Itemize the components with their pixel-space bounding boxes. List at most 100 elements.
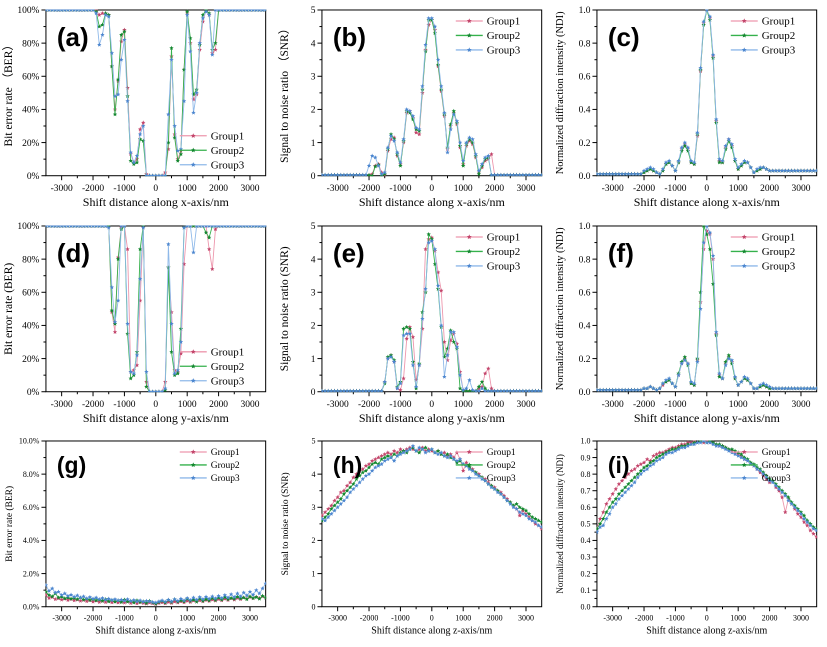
y-tick-label: 5 bbox=[310, 6, 315, 16]
axis-ticks bbox=[41, 440, 251, 612]
x-tick-label: 3000 bbox=[242, 614, 258, 623]
y-axis-label: Normalized diffraction intensity (NDI) bbox=[555, 454, 565, 594]
panel-letter: (c) bbox=[608, 22, 640, 52]
legend: Group1 Group2 Group3 bbox=[455, 16, 520, 57]
y-tick-label: 0.6 bbox=[581, 503, 591, 512]
plot-area bbox=[596, 9, 818, 177]
y-tick-label: 40% bbox=[22, 106, 39, 116]
y-tick-label: 0 bbox=[310, 388, 315, 398]
legend-entry-group1: Group1 bbox=[455, 231, 520, 243]
panel-letter: (g) bbox=[57, 452, 86, 478]
axis-ticks bbox=[41, 9, 251, 181]
legend-label: Group2 bbox=[762, 462, 791, 472]
legend-entry-group2: Group2 bbox=[455, 246, 520, 258]
y-tick-label: 0.6 bbox=[579, 73, 591, 83]
x-tick-label: 1000 bbox=[453, 400, 472, 410]
y-tick-label: 0.1 bbox=[581, 586, 591, 595]
x-tick-label: 1000 bbox=[455, 614, 471, 623]
y-axis-label: Bit error rate (BER) bbox=[4, 486, 15, 562]
plot-area bbox=[45, 9, 267, 177]
y-tick-label: 0.6 bbox=[579, 288, 591, 298]
x-axis-label: Shift distance along z-axis/nm bbox=[647, 626, 768, 637]
y-tick-label: 60% bbox=[22, 288, 39, 298]
y-tick-label: 5 bbox=[310, 222, 315, 232]
plot-area bbox=[596, 225, 818, 392]
y-tick-label: 2 bbox=[311, 536, 315, 545]
y-tick-label: 8.0% bbox=[23, 470, 40, 479]
y-tick-label: 40% bbox=[22, 321, 39, 331]
x-tick-label: 2000 bbox=[760, 184, 779, 194]
axis-ticks bbox=[592, 440, 802, 612]
y-tick-label: 80% bbox=[22, 255, 39, 265]
panel-f: -3000 -2000 -1000 0 1000 2000 3000 0.0 0.2 0.4 0.6… bbox=[551, 216, 827, 432]
x-tick-label: -3000 bbox=[326, 400, 348, 410]
y-tick-label: 2 bbox=[310, 106, 315, 116]
x-tick-label: -2000 bbox=[84, 614, 103, 623]
series-group bbox=[321, 231, 542, 392]
x-tick-label: 2000 bbox=[485, 184, 504, 194]
y-axis-label: Normalized diffraction intensity (NDI) bbox=[555, 11, 566, 174]
x-tick-label: 2000 bbox=[762, 614, 778, 623]
legend-entry-group1: Group1 bbox=[179, 131, 244, 143]
x-tick-label: 1000 bbox=[729, 400, 748, 410]
series-markers-group3 bbox=[45, 581, 267, 605]
x-tick-label: 1000 bbox=[729, 184, 748, 194]
legend-entry-group1: Group1 bbox=[731, 231, 796, 243]
chart-d: -3000 -2000 -1000 0 1000 2000 3000 0% 20% 40% 60% 8… bbox=[3, 222, 267, 425]
x-tick-label: 0 bbox=[153, 400, 158, 410]
x-tick-label: 0 bbox=[705, 400, 710, 410]
y-tick-label: 0.0 bbox=[581, 603, 591, 612]
series-markers-group3 bbox=[45, 9, 267, 177]
chart-b: -3000 -2000 -1000 0 1000 2000 3000 0 1 2 3 4 5 Shift … bbox=[278, 6, 542, 209]
series-group bbox=[596, 9, 818, 176]
legend-label: Group2 bbox=[211, 145, 245, 157]
y-axis-label: Bit error rate (BER) bbox=[3, 262, 15, 354]
y-tick-label: 2.0% bbox=[23, 570, 40, 579]
x-tick-label: -2000 bbox=[635, 614, 654, 623]
x-tick-label: 3000 bbox=[792, 184, 811, 194]
x-tick-label: 0 bbox=[429, 184, 434, 194]
chart-e: -3000 -2000 -1000 0 1000 2000 3000 0 1 2 3 4 5 Shift … bbox=[279, 222, 542, 425]
x-tick-label: -1000 bbox=[389, 184, 411, 194]
y-tick-label: 1 bbox=[310, 139, 315, 149]
y-tick-label: 4 bbox=[310, 39, 315, 49]
x-tick-label: -3000 bbox=[328, 614, 347, 623]
legend-label: Group1 bbox=[762, 449, 791, 459]
y-tick-label: 10.0% bbox=[19, 437, 40, 446]
legend-entry-group3: Group3 bbox=[179, 375, 245, 387]
y-tick-label: 4 bbox=[310, 255, 315, 265]
legend-label: Group3 bbox=[762, 45, 796, 57]
plot-area bbox=[321, 440, 542, 608]
x-tick-label: -2000 bbox=[82, 184, 104, 194]
legend-label: Group1 bbox=[211, 449, 240, 459]
x-axis-label: Shift distance along y-axis/nm bbox=[634, 411, 781, 425]
legend-label: Group2 bbox=[211, 361, 245, 373]
axis-ticks bbox=[592, 9, 802, 181]
x-tick-label: 0 bbox=[705, 614, 709, 623]
legend-label: Group3 bbox=[762, 474, 791, 484]
chart-h: -3000 -2000 -1000 0 1000 2000 3000 0 1 2 3 4 5 Shift … bbox=[280, 437, 542, 637]
x-tick-label: -1000 bbox=[389, 400, 411, 410]
y-tick-label: 5 bbox=[311, 437, 315, 446]
y-tick-label: 0.2 bbox=[579, 354, 591, 364]
legend-label: Group2 bbox=[762, 246, 796, 258]
x-axis-label: Shift distance along z-axis/nm bbox=[95, 626, 216, 637]
legend-label: Group3 bbox=[211, 375, 245, 387]
x-tick-label: 2000 bbox=[485, 400, 504, 410]
y-tick-label: 0.8 bbox=[579, 39, 591, 49]
legend-label: Group1 bbox=[762, 16, 796, 28]
legend: Group1 Group2 Group3 bbox=[455, 449, 516, 484]
axis-ticks bbox=[317, 225, 527, 396]
legend-label: Group2 bbox=[486, 30, 520, 42]
y-tick-label: 0% bbox=[27, 172, 40, 182]
x-tick-label: 3000 bbox=[241, 400, 260, 410]
x-axis-label: Shift distance along y-axis/nm bbox=[83, 411, 230, 425]
legend-label: Group3 bbox=[762, 260, 796, 272]
legend-label: Group3 bbox=[486, 45, 520, 57]
y-tick-label: 100% bbox=[17, 6, 39, 16]
y-tick-label: 3 bbox=[310, 288, 315, 298]
x-tick-label: -3000 bbox=[52, 614, 71, 623]
series-markers-group3 bbox=[321, 238, 542, 392]
x-tick-label: -1000 bbox=[665, 184, 687, 194]
legend-label: Group2 bbox=[486, 246, 520, 258]
